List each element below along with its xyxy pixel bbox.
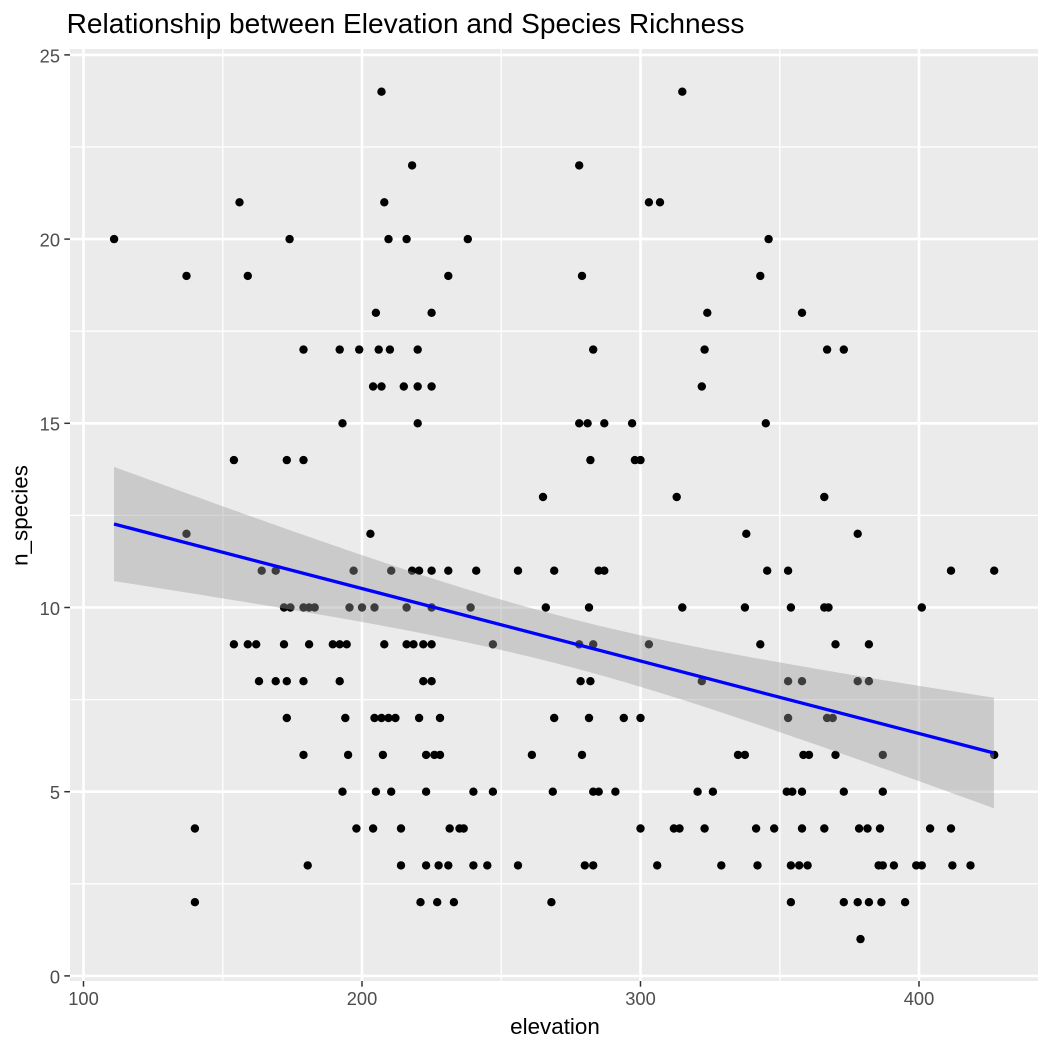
svg-text:Relationship between Elevation: Relationship between Elevation and Speci… — [67, 8, 745, 39]
svg-text:elevation: elevation — [510, 1014, 600, 1039]
svg-text:20: 20 — [40, 230, 60, 251]
svg-text:5: 5 — [50, 782, 60, 803]
svg-text:200: 200 — [347, 988, 378, 1009]
svg-text:300: 300 — [625, 988, 656, 1009]
svg-text:100: 100 — [68, 988, 99, 1009]
svg-text:25: 25 — [40, 45, 60, 66]
svg-text:15: 15 — [40, 414, 60, 435]
svg-text:0: 0 — [50, 966, 60, 987]
svg-text:10: 10 — [40, 598, 60, 619]
svg-text:n_species: n_species — [8, 465, 33, 566]
svg-text:400: 400 — [904, 988, 935, 1009]
